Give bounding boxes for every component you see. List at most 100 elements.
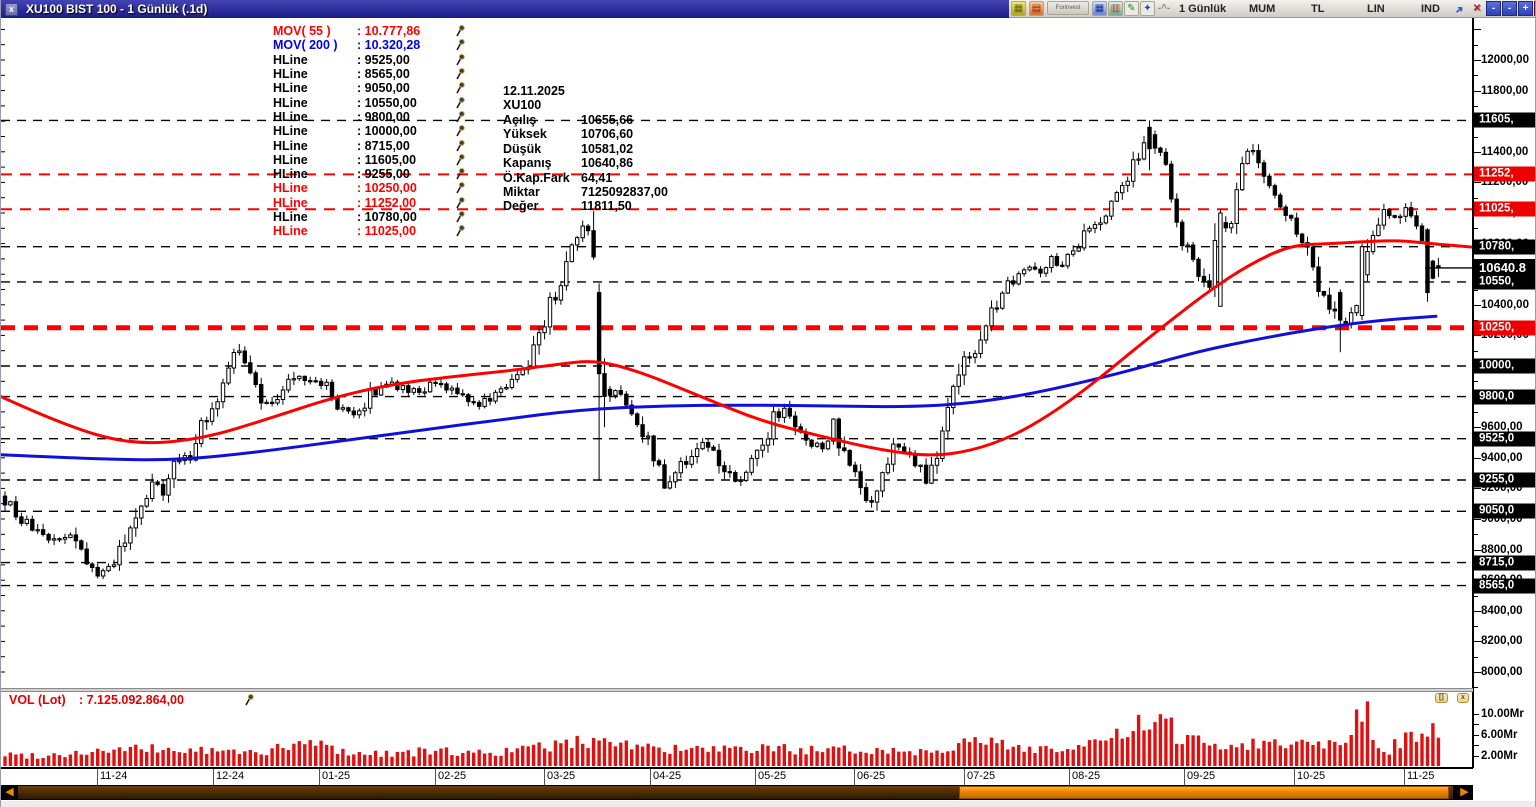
- settings-tools-icon[interactable]: ✕: [1472, 3, 1482, 14]
- pin-icon[interactable]: [244, 693, 254, 706]
- candlestick-chart-canvas[interactable]: [1, 18, 1472, 688]
- pin-icon[interactable]: [455, 196, 465, 209]
- pin-icon[interactable]: [455, 39, 465, 51]
- candle-body: [1354, 305, 1359, 314]
- candle-body: [8, 501, 13, 506]
- info-value: 10655,66: [581, 112, 634, 127]
- candle-body: [259, 384, 264, 404]
- legend-row[interactable]: HLine: 10780,00: [273, 210, 465, 224]
- volume-bar: [1196, 735, 1201, 766]
- candle-body: [95, 566, 100, 577]
- legend-row[interactable]: HLine: 10250,00: [273, 181, 465, 195]
- scrollbar-thumb[interactable]: [959, 786, 1449, 799]
- volume-bar: [831, 746, 836, 766]
- volume-bar: [428, 754, 432, 766]
- volume-bar: [826, 748, 830, 766]
- volume-bar: [482, 753, 487, 766]
- candle-body: [1267, 175, 1272, 187]
- scale-button[interactable]: LIN: [1367, 3, 1385, 15]
- legend-row[interactable]: HLine: 11605,00: [273, 153, 465, 167]
- legend-row[interactable]: HLine: 8715,00: [273, 138, 465, 153]
- pin-icon[interactable]: [455, 225, 465, 237]
- mini-chart-icon[interactable]: ▥: [1108, 1, 1123, 16]
- pin-icon[interactable]: [455, 25, 465, 37]
- candle-body: [1021, 269, 1027, 275]
- volume-bar: [1158, 714, 1163, 766]
- pin-icon[interactable]: [455, 125, 465, 137]
- legend-row[interactable]: HLine: 10000,00: [273, 124, 465, 138]
- price-axis-label: 8000,00: [1481, 666, 1523, 678]
- month-label: 04-25: [653, 770, 682, 782]
- pin-icon[interactable]: [455, 211, 465, 223]
- volume-pane-close-button[interactable]: x: [1457, 693, 1469, 703]
- pin-icon[interactable]: [455, 53, 465, 66]
- legend-row[interactable]: HLine: 11025,00: [273, 224, 465, 238]
- scroll-left-arrow[interactable]: ◀: [1, 785, 18, 800]
- pane-restore-button[interactable]: -: [1502, 1, 1517, 16]
- time-axis[interactable]: 11-24 12-24 01-25 02-25 03-25 04-25 05-25 06-25…: [1, 768, 1473, 786]
- pin-icon[interactable]: [455, 82, 465, 94]
- legend-row[interactable]: HLine: 9255,00: [273, 167, 465, 181]
- pin-icon[interactable]: [455, 110, 465, 123]
- pin-icon[interactable]: [455, 168, 465, 180]
- compass-icon[interactable]: ✦: [1140, 1, 1155, 16]
- workbook-icon[interactable]: ▦: [1011, 1, 1026, 16]
- data-grid-icon[interactable]: ▦: [1092, 1, 1107, 16]
- pencil-icon[interactable]: ✎: [1124, 1, 1139, 16]
- pin-icon[interactable]: [455, 68, 465, 80]
- window-close-icon[interactable]: x: [5, 2, 18, 16]
- forinvest-button[interactable]: Forinvest: [1047, 1, 1089, 15]
- currency-button[interactable]: TL: [1311, 3, 1325, 15]
- candle-body: [504, 387, 509, 390]
- legend-row[interactable]: MOV( 55 ): 10.777,86: [273, 24, 465, 38]
- pane-splitter[interactable]: [1, 688, 1473, 692]
- candle-body: [1310, 246, 1316, 268]
- indicator-button[interactable]: IND: [1421, 3, 1440, 15]
- period-button[interactable]: 1 Günlük: [1179, 3, 1227, 15]
- volume-bar: [1071, 749, 1075, 766]
- legend-row[interactable]: HLine: 9800,00: [273, 110, 465, 124]
- pin-icon[interactable]: [455, 96, 465, 109]
- volume-bar: [1371, 739, 1375, 766]
- price-axis[interactable]: 12000,0011800,0011600,0011400,0011200,00…: [1473, 18, 1535, 692]
- volume-bar: [602, 738, 607, 766]
- candle-body: [62, 537, 68, 540]
- legend-row[interactable]: HLine: 10550,00: [273, 95, 465, 110]
- legend-row[interactable]: MOV( 200 ): 10.320,28: [273, 38, 465, 52]
- chart-style-button[interactable]: MUM: [1249, 3, 1276, 15]
- pane-maximize-button[interactable]: +: [1518, 1, 1533, 16]
- pin-icon[interactable]: [455, 139, 465, 152]
- mov200-line[interactable]: [1, 314, 1438, 462]
- volume-bar: [880, 749, 885, 766]
- price-tick: [1474, 182, 1481, 184]
- candle-body: [302, 375, 308, 381]
- pane-close-button[interactable]: x: [1534, 1, 1535, 16]
- volume-chart-canvas[interactable]: [1, 692, 1472, 767]
- time-scrollbar[interactable]: ◀ ▶: [1, 785, 1473, 800]
- pin-icon[interactable]: [455, 182, 465, 194]
- pulse-icon[interactable]: -^-: [1157, 3, 1171, 14]
- volume-bar: [624, 740, 628, 766]
- mov55-line[interactable]: [1, 239, 1472, 457]
- last-price-badge: 10640.8: [1474, 258, 1535, 277]
- scroll-right-arrow[interactable]: ▶: [1456, 785, 1473, 800]
- legend-row[interactable]: HLine: 11252,00: [273, 196, 465, 210]
- month-label: 07-25: [967, 770, 996, 782]
- candle-body: [411, 388, 417, 393]
- pin-icon[interactable]: [455, 153, 465, 166]
- candle-body: [160, 483, 166, 496]
- legend-row[interactable]: HLine: 9050,00: [273, 81, 465, 95]
- candle-body: [662, 464, 667, 489]
- price-tick: [1474, 687, 1478, 689]
- legend-label: HLine: [273, 167, 308, 182]
- volume-axis[interactable]: 10.00Mr 6.00Mr 2.00Mr: [1473, 692, 1535, 768]
- volume-bar: [128, 746, 133, 766]
- pane-minimize-button[interactable]: -: [1486, 1, 1501, 16]
- legend-row[interactable]: HLine: 9525,00: [273, 53, 465, 67]
- legend-row[interactable]: HLine: 8565,00: [273, 67, 465, 81]
- candle-body: [1125, 180, 1130, 186]
- volume-pane-maximize-button[interactable]: []: [1435, 693, 1448, 703]
- candle-body: [929, 464, 934, 484]
- info-row: Açılış 10655,66: [503, 113, 668, 127]
- report-icon[interactable]: ▤: [1029, 1, 1044, 16]
